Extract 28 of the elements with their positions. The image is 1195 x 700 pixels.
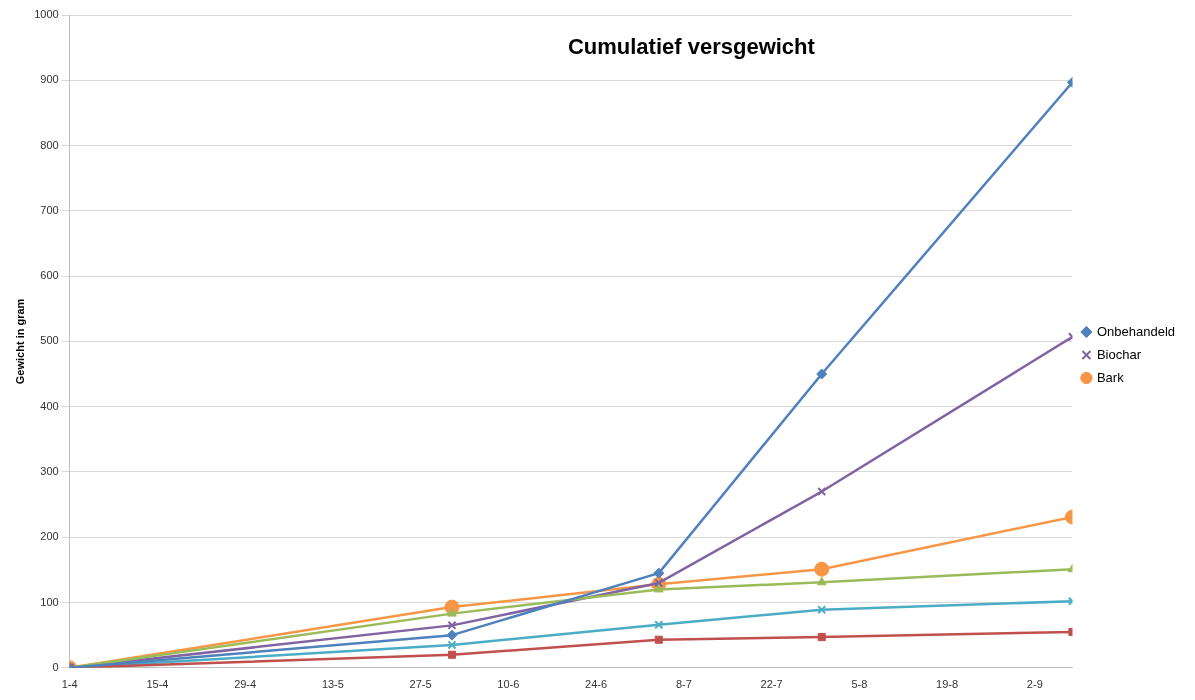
x-tick-label: 22-7 bbox=[760, 678, 783, 691]
x-tick-label: 10-6 bbox=[497, 678, 520, 691]
x-tick-label: 19-8 bbox=[936, 678, 959, 691]
y-tick-label: 500 bbox=[40, 334, 59, 347]
text: Cumulatief versgewicht bbox=[567, 34, 816, 60]
y-tick-label: 700 bbox=[40, 203, 59, 216]
x-tick-label: 8-7 bbox=[675, 678, 692, 691]
x-tick-label: 1-4 bbox=[61, 678, 78, 691]
x-tick-label: 27-5 bbox=[409, 678, 432, 691]
y-tick-label: 1000 bbox=[34, 8, 59, 21]
legend-label: Biochar bbox=[1096, 346, 1142, 362]
y-tick-label: 0 bbox=[52, 660, 59, 673]
legend-label: Bark bbox=[1096, 369, 1125, 385]
x-tick-label: 2-9 bbox=[1026, 678, 1043, 691]
y-tick-label: 300 bbox=[40, 464, 59, 477]
y-tick-label: 600 bbox=[40, 269, 59, 282]
y-tick-label: 400 bbox=[40, 399, 59, 412]
x-tick-label: 5-8 bbox=[851, 678, 868, 691]
y-axis-title: Gewicht in gram bbox=[13, 298, 26, 385]
x-tick-label: 13-5 bbox=[321, 678, 344, 691]
y-tick-label: 900 bbox=[40, 73, 59, 86]
x-tick-label: 24-6 bbox=[585, 678, 608, 691]
x-tick-label: 15-4 bbox=[146, 678, 169, 691]
y-tick-label: 100 bbox=[40, 595, 59, 608]
y-tick-label: 800 bbox=[40, 138, 59, 151]
legend-label: Onbehandeld bbox=[1096, 323, 1176, 339]
x-tick-label: 29-4 bbox=[234, 678, 257, 691]
y-tick-label: 200 bbox=[40, 530, 59, 543]
